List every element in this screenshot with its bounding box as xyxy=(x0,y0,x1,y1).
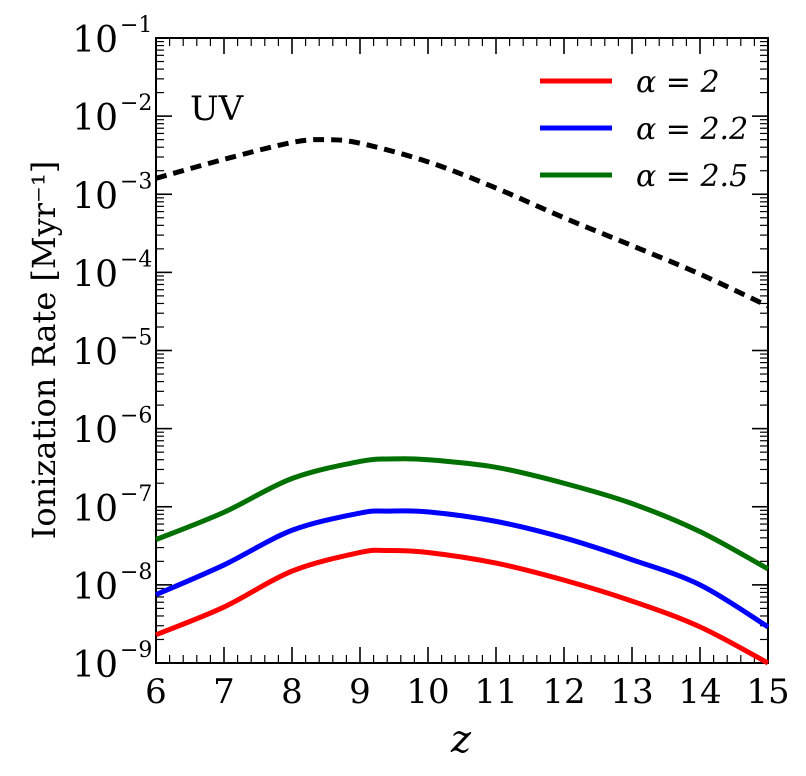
x-tick-label: 12 xyxy=(542,672,585,712)
x-tick-label: 6 xyxy=(145,672,167,712)
y-tick-exponent: −6 xyxy=(120,404,152,429)
y-tick-label: 10 xyxy=(72,333,118,374)
axis-ticks xyxy=(155,37,769,664)
x-tick-label: 13 xyxy=(610,672,653,712)
y-tick-label: 10 xyxy=(72,98,118,139)
series-line-1 xyxy=(155,547,770,666)
legend-label-3: α = 2.5 xyxy=(636,159,748,194)
y-tick-exponent: −8 xyxy=(120,560,152,585)
y-tick-exponent: −9 xyxy=(120,638,152,663)
y-tick-label: 10 xyxy=(72,411,118,452)
series-lines xyxy=(154,137,770,666)
legend-label-2: α = 2.2 xyxy=(636,112,748,147)
y-tick-exponent: −5 xyxy=(120,326,152,351)
series-line-2 xyxy=(154,508,770,630)
y-tick-label: 10 xyxy=(72,567,118,608)
y-tick-exponent: −1 xyxy=(120,13,152,38)
x-axis-label: z xyxy=(450,717,472,761)
y-tick-label: 10 xyxy=(72,489,118,530)
y-tick-label: 10 xyxy=(72,176,118,217)
x-tick-label: 9 xyxy=(349,672,371,712)
y-tick-exponent: −2 xyxy=(120,91,152,116)
tick-labels: 6 7 8 9 10 11 12 13 14 1510−910−810−710−610−510−4… xyxy=(72,13,789,712)
y-tick-label: 10 xyxy=(72,254,118,295)
x-tick-label: 8 xyxy=(281,672,303,712)
x-tick-label: 10 xyxy=(406,672,449,712)
x-tick-label: 15 xyxy=(746,672,789,712)
y-axis-label: Ionization Rate [Myr⁻¹] xyxy=(25,161,63,540)
y-tick-exponent: −4 xyxy=(120,247,152,272)
legend-label-1: α = 2 xyxy=(636,65,720,100)
x-tick-label: 14 xyxy=(678,672,721,712)
y-tick-exponent: −7 xyxy=(120,482,152,507)
x-tick-label: 11 xyxy=(474,672,517,712)
y-tick-label: 10 xyxy=(72,645,118,686)
x-tick-label: 7 xyxy=(213,672,235,712)
series-line-4 xyxy=(155,137,770,309)
legend: α = 2 α = 2.2 α = 2.5 xyxy=(540,65,748,194)
annotation-uv: UV xyxy=(190,89,245,129)
y-tick-label: 10 xyxy=(72,20,118,61)
y-tick-exponent: −3 xyxy=(120,169,152,194)
series-line-3 xyxy=(155,456,770,572)
